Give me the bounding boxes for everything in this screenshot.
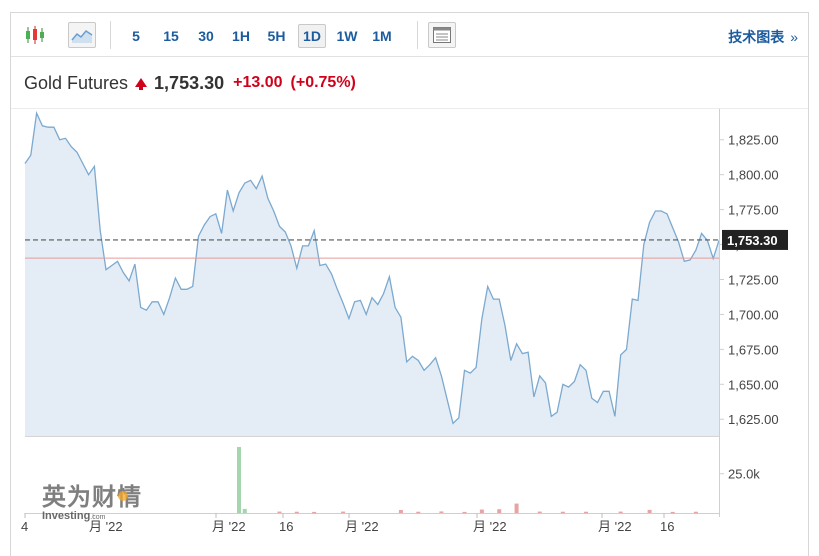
volume-bar bbox=[294, 511, 299, 514]
price-change: +13.00 bbox=[233, 74, 283, 91]
area-glyph bbox=[71, 30, 93, 43]
volume-bar bbox=[341, 511, 346, 514]
interval-1w[interactable]: 1W bbox=[336, 28, 358, 44]
y-tick-label: 1,800.00 bbox=[728, 168, 779, 183]
y-tick-label: 1,650.00 bbox=[728, 377, 779, 392]
volume-bar bbox=[647, 509, 652, 513]
y-tick-label: 1,775.00 bbox=[728, 203, 779, 218]
volume-bar bbox=[398, 510, 403, 513]
chart-widget: 5 15 30 1H 5H 1D 1W 1M 技术图表 » Gold Futur… bbox=[10, 12, 809, 556]
volume-layer: 25.0k bbox=[236, 447, 760, 514]
advanced-chart-label: 技术图表 bbox=[728, 29, 785, 45]
y-tick-label: 1,675.00 bbox=[728, 342, 779, 357]
candlestick-chart-icon[interactable] bbox=[21, 22, 49, 48]
interval-1d[interactable]: 1D bbox=[298, 24, 326, 48]
x-tick-label: 月 '22 bbox=[89, 519, 123, 534]
area-chart-icon[interactable] bbox=[68, 22, 96, 48]
axis-layer: 1,825.001,800.001,775.001,750.001,725.00… bbox=[25, 109, 788, 517]
instrument-name: Gold Futures bbox=[24, 72, 129, 93]
x-tick-label: 16 bbox=[279, 519, 293, 534]
chart-toolbar: 5 15 30 1H 5H 1D 1W 1M 技术图表 » bbox=[11, 13, 808, 57]
volume-bar bbox=[439, 511, 444, 513]
data-table-icon[interactable] bbox=[428, 22, 456, 48]
x-tick-label: 月 '22 bbox=[598, 519, 632, 534]
current-price-tag bbox=[722, 229, 788, 250]
volume-bar bbox=[560, 511, 565, 514]
price-chart[interactable]: 1,825.001,800.001,775.001,750.001,725.00… bbox=[11, 13, 808, 556]
volume-bar bbox=[312, 511, 317, 514]
interval-15[interactable]: 15 bbox=[163, 28, 179, 44]
interval-30[interactable]: 30 bbox=[198, 28, 214, 44]
x-tick-label: 月 '22 bbox=[473, 519, 507, 534]
y-tick-label: 1,825.00 bbox=[728, 133, 779, 148]
volume-bar bbox=[497, 509, 502, 513]
volume-bar bbox=[416, 511, 421, 514]
header-divider bbox=[11, 108, 808, 109]
chevron-right-icon: » bbox=[790, 29, 798, 45]
up-arrow-icon bbox=[135, 77, 148, 90]
volume-bar bbox=[583, 511, 588, 514]
advanced-chart-link[interactable]: 技术图表 » bbox=[728, 27, 798, 47]
interval-1m[interactable]: 1M bbox=[372, 28, 392, 44]
table-glyph bbox=[433, 27, 451, 43]
interval-5h[interactable]: 5H bbox=[267, 28, 286, 44]
volume-bar bbox=[479, 509, 484, 513]
interval-5[interactable]: 5 bbox=[132, 28, 140, 44]
price-line bbox=[24, 110, 720, 425]
last-price: 1,753.30 bbox=[154, 72, 225, 93]
interval-1h[interactable]: 1H bbox=[232, 28, 250, 44]
area-layer bbox=[24, 110, 720, 436]
x-tick-label: 月 '22 bbox=[212, 519, 246, 534]
y-tick-label: 1,625.00 bbox=[728, 412, 779, 427]
volume-bar bbox=[693, 511, 698, 514]
volume-bar bbox=[462, 511, 467, 514]
price-area-fill bbox=[25, 113, 719, 436]
toolbar-separator bbox=[417, 21, 418, 49]
price-change-percent: (+0.75%) bbox=[290, 74, 356, 91]
volume-tick-label: 25.0k bbox=[728, 467, 760, 482]
volume-bar bbox=[236, 447, 241, 513]
x-tick-label: 月 '22 bbox=[345, 519, 379, 534]
quote-header: Gold Futures 1,753.30 +13.00 (+0.75%) bbox=[24, 71, 356, 95]
x-axis-layer: 4 月 '22 月 '22 16 月 '22 月 '22 月 '22 16 bbox=[21, 513, 674, 534]
volume-bar bbox=[277, 511, 282, 514]
candlestick-glyph bbox=[26, 26, 44, 44]
volume-bar bbox=[537, 511, 542, 514]
volume-bar bbox=[514, 503, 519, 513]
x-tick-label: 16 bbox=[660, 519, 674, 534]
y-tick-label: 1,725.00 bbox=[728, 272, 779, 287]
x-tick-label: 4 bbox=[21, 519, 28, 534]
y-tick-label: 1,700.00 bbox=[728, 307, 779, 322]
toolbar-separator bbox=[110, 21, 111, 49]
volume-bar bbox=[618, 511, 623, 514]
volume-bar bbox=[242, 508, 247, 513]
current-price-tag-label: 1,753.30 bbox=[727, 233, 778, 248]
volume-bar bbox=[670, 511, 675, 514]
